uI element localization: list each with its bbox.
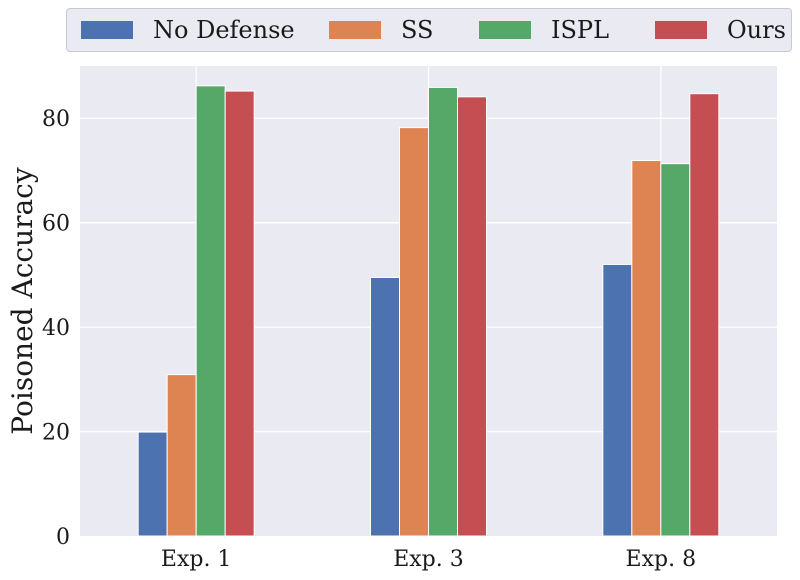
y-tick-label: 80 (42, 107, 70, 132)
legend-item-no-defense: No Defense (81, 9, 295, 51)
legend: No Defense SS ISPL Ours (66, 8, 792, 52)
bar-ours-exp-8 (689, 93, 720, 537)
bar-ss-exp-1 (166, 374, 197, 537)
x-tick-label: Exp. 3 (393, 547, 464, 572)
bar-ours-exp-1 (224, 90, 255, 537)
y-axis-label: Poisoned Accuracy (6, 167, 39, 435)
y-tick-label: 40 (42, 316, 70, 341)
legend-item-ss: SS (329, 9, 433, 51)
bar-no-defense-exp-1 (137, 431, 168, 537)
y-tick-label: 20 (42, 421, 70, 446)
legend-item-ours: Ours (655, 9, 786, 51)
bar-ispl-exp-8 (660, 163, 691, 537)
y-tick-label: 60 (42, 212, 70, 237)
legend-label: No Defense (153, 16, 295, 44)
x-tick-label: Exp. 1 (161, 547, 232, 572)
legend-swatch (655, 21, 707, 39)
bar-ispl-exp-1 (195, 85, 226, 537)
legend-label: Ours (727, 16, 786, 44)
bar-no-defense-exp-8 (602, 263, 633, 537)
legend-swatch (479, 21, 531, 39)
legend-swatch (329, 21, 381, 39)
y-tick-label: 0 (56, 525, 70, 550)
legend-swatch (81, 21, 133, 39)
bar-ours-exp-3 (457, 96, 487, 537)
legend-label: ISPL (551, 16, 610, 44)
bar-no-defense-exp-3 (370, 277, 400, 537)
bar-ss-exp-8 (631, 160, 662, 537)
bar-ss-exp-3 (399, 127, 429, 537)
legend-item-ispl: ISPL (479, 9, 609, 51)
x-tick-label: Exp. 8 (626, 547, 697, 572)
x-axis-ticks: Exp. 1 Exp. 3 Exp. 8 (161, 547, 696, 572)
bars (137, 85, 720, 537)
legend-label: SS (401, 16, 434, 44)
bar-ispl-exp-3 (428, 86, 458, 537)
y-axis-ticks: 0 20 40 60 80 (42, 107, 70, 550)
